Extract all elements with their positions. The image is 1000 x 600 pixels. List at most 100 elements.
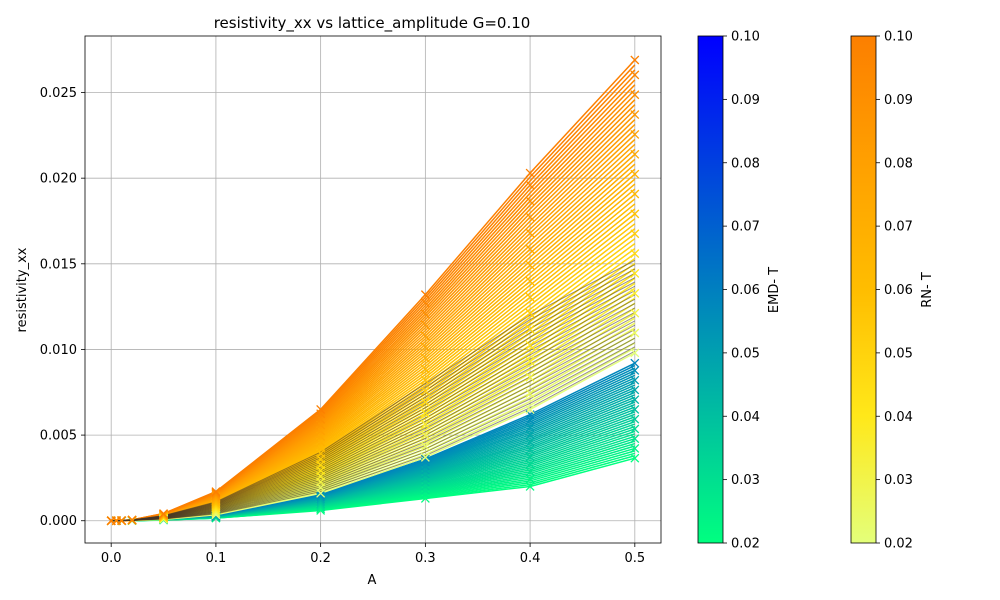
x-tick-label: 0.2: [310, 551, 331, 566]
rn-data-point: [525, 196, 535, 206]
y-tick-label: 0.020: [40, 172, 77, 187]
emd-data-point: [630, 444, 640, 453]
emd-data-point: [420, 485, 430, 495]
emd-data-point: [525, 482, 535, 491]
colorbar-tick-label: 0.04: [731, 410, 760, 425]
rn-data-point: [630, 288, 640, 298]
x-tick-label: 0.3: [415, 551, 436, 566]
y-tick-label: 0.015: [40, 257, 77, 272]
rn-data-point: [420, 290, 430, 300]
rn-colorbar-ticks: 0.02 0.03 0.04 0.05 0.06 0.07 0.08 0.09 0.10: [876, 30, 913, 552]
x-axis-label: A: [368, 573, 377, 588]
rn-data-point: [420, 375, 430, 385]
colorbar-tick-label: 0.05: [884, 346, 913, 361]
rn-data-point: [630, 209, 640, 219]
emd-colorbar: 0.02 0.03 0.04 0.05 0.06 0.07 0.08 0.09 0.10 EMD…: [697, 30, 782, 552]
rn-data-point: [630, 110, 640, 120]
emd-colorbar-fill: [697, 35, 724, 544]
colorbar-tick-label: 0.06: [884, 283, 913, 298]
emd-data-point: [525, 437, 535, 447]
colorbar-tick-label: 0.04: [884, 410, 913, 425]
rn-data-point: [211, 487, 221, 497]
rn-data-point: [525, 180, 535, 190]
emd-data-point: [420, 489, 430, 499]
emd-data-point: [420, 469, 430, 479]
overlay-series-line: [111, 259, 636, 522]
emd-data-point: [420, 473, 430, 483]
y-tick-label: 0.025: [40, 86, 77, 101]
rn-data-point: [525, 212, 535, 222]
colorbar-tick-label: 0.03: [731, 473, 760, 488]
emd-data-point: [630, 405, 640, 414]
rn-data-point: [316, 409, 326, 419]
rn-data-point: [211, 488, 221, 498]
rn-data-point: [127, 515, 137, 525]
emd-data-point: [630, 375, 640, 385]
emd-data-point: [630, 395, 640, 405]
y-axis-label: resistivity_xx: [15, 247, 30, 332]
colorbar-tick-label: 0.09: [884, 93, 913, 108]
colorbar-tick-label: 0.02: [731, 537, 760, 552]
emd-colorbar-ticks: 0.02 0.03 0.04 0.05 0.06 0.07 0.08 0.09 0.10: [723, 30, 760, 552]
rn-data-point: [211, 489, 221, 499]
rn-data-point: [117, 516, 127, 525]
emd-colorbar-label: EMD- T: [767, 267, 782, 313]
rn-data-point: [630, 70, 640, 80]
rn-data-point: [630, 55, 640, 65]
emd-data-point: [630, 358, 640, 368]
rn-data-point: [525, 324, 535, 334]
colorbar-tick-label: 0.06: [731, 283, 760, 298]
emd-data-point: [420, 461, 430, 471]
rn-data-point: [630, 129, 640, 139]
rn-data-point: [420, 452, 430, 462]
rn-data-point: [420, 441, 430, 451]
rn-data-point: [525, 308, 535, 318]
colorbar-tick-label: 0.05: [731, 346, 760, 361]
rn-colorbar-fill: [850, 35, 877, 544]
rn-data-point: [420, 419, 430, 429]
emd-data-point: [420, 494, 430, 503]
rn-data-point: [420, 320, 430, 330]
rn-data-point: [525, 292, 535, 302]
plot-frame: [84, 35, 662, 544]
rn-data-point: [525, 260, 535, 270]
rn-data-point: [420, 309, 430, 319]
emd-data-point: [525, 467, 535, 477]
emd-data-point: [420, 454, 430, 464]
emd-data-point: [420, 481, 430, 491]
colorbar-tick-label: 0.07: [731, 220, 760, 235]
y-tick-label: 0.000: [40, 514, 77, 529]
x-tick-label: 0.0: [101, 551, 122, 566]
rn-data-point: [211, 491, 221, 501]
x-tick-label: 0.5: [624, 551, 645, 566]
rn-data-point: [630, 149, 640, 159]
emd-data-point: [525, 430, 535, 440]
x-axis-ticks: 0.0 0.1 0.2 0.3 0.4 0.5: [101, 543, 645, 566]
rn-data-point: [525, 340, 535, 350]
emd-data-point: [525, 474, 535, 484]
curves: [111, 59, 636, 522]
colorbar-tick-label: 0.08: [731, 156, 760, 171]
emd-data-point: [630, 424, 640, 434]
rn-data-point: [420, 331, 430, 341]
rn-data-point: [630, 328, 640, 338]
markers: [106, 55, 640, 526]
emd-data-point: [420, 477, 430, 487]
rn-data-point: [525, 388, 535, 398]
y-tick-label: 0.010: [40, 343, 77, 358]
rn-data-point: [630, 189, 640, 199]
rn-data-point: [525, 404, 535, 414]
rn-colorbar: 0.02 0.03 0.04 0.05 0.06 0.07 0.08 0.09 0.10 RN-…: [850, 30, 935, 552]
colorbar-tick-label: 0.03: [884, 473, 913, 488]
x-tick-label: 0.1: [206, 551, 227, 566]
rn-data-point: [630, 249, 640, 259]
rn-data-point: [420, 353, 430, 363]
emd-data-point: [316, 492, 326, 502]
rn-data-point: [420, 342, 430, 352]
emd-data-point: [525, 422, 535, 432]
y-axis-ticks: 0.000 0.005 0.010 0.015 0.020 0.025: [40, 86, 85, 529]
emd-data-point: [525, 445, 535, 455]
emd-data-point: [630, 414, 640, 424]
rn-data-point: [159, 509, 169, 518]
